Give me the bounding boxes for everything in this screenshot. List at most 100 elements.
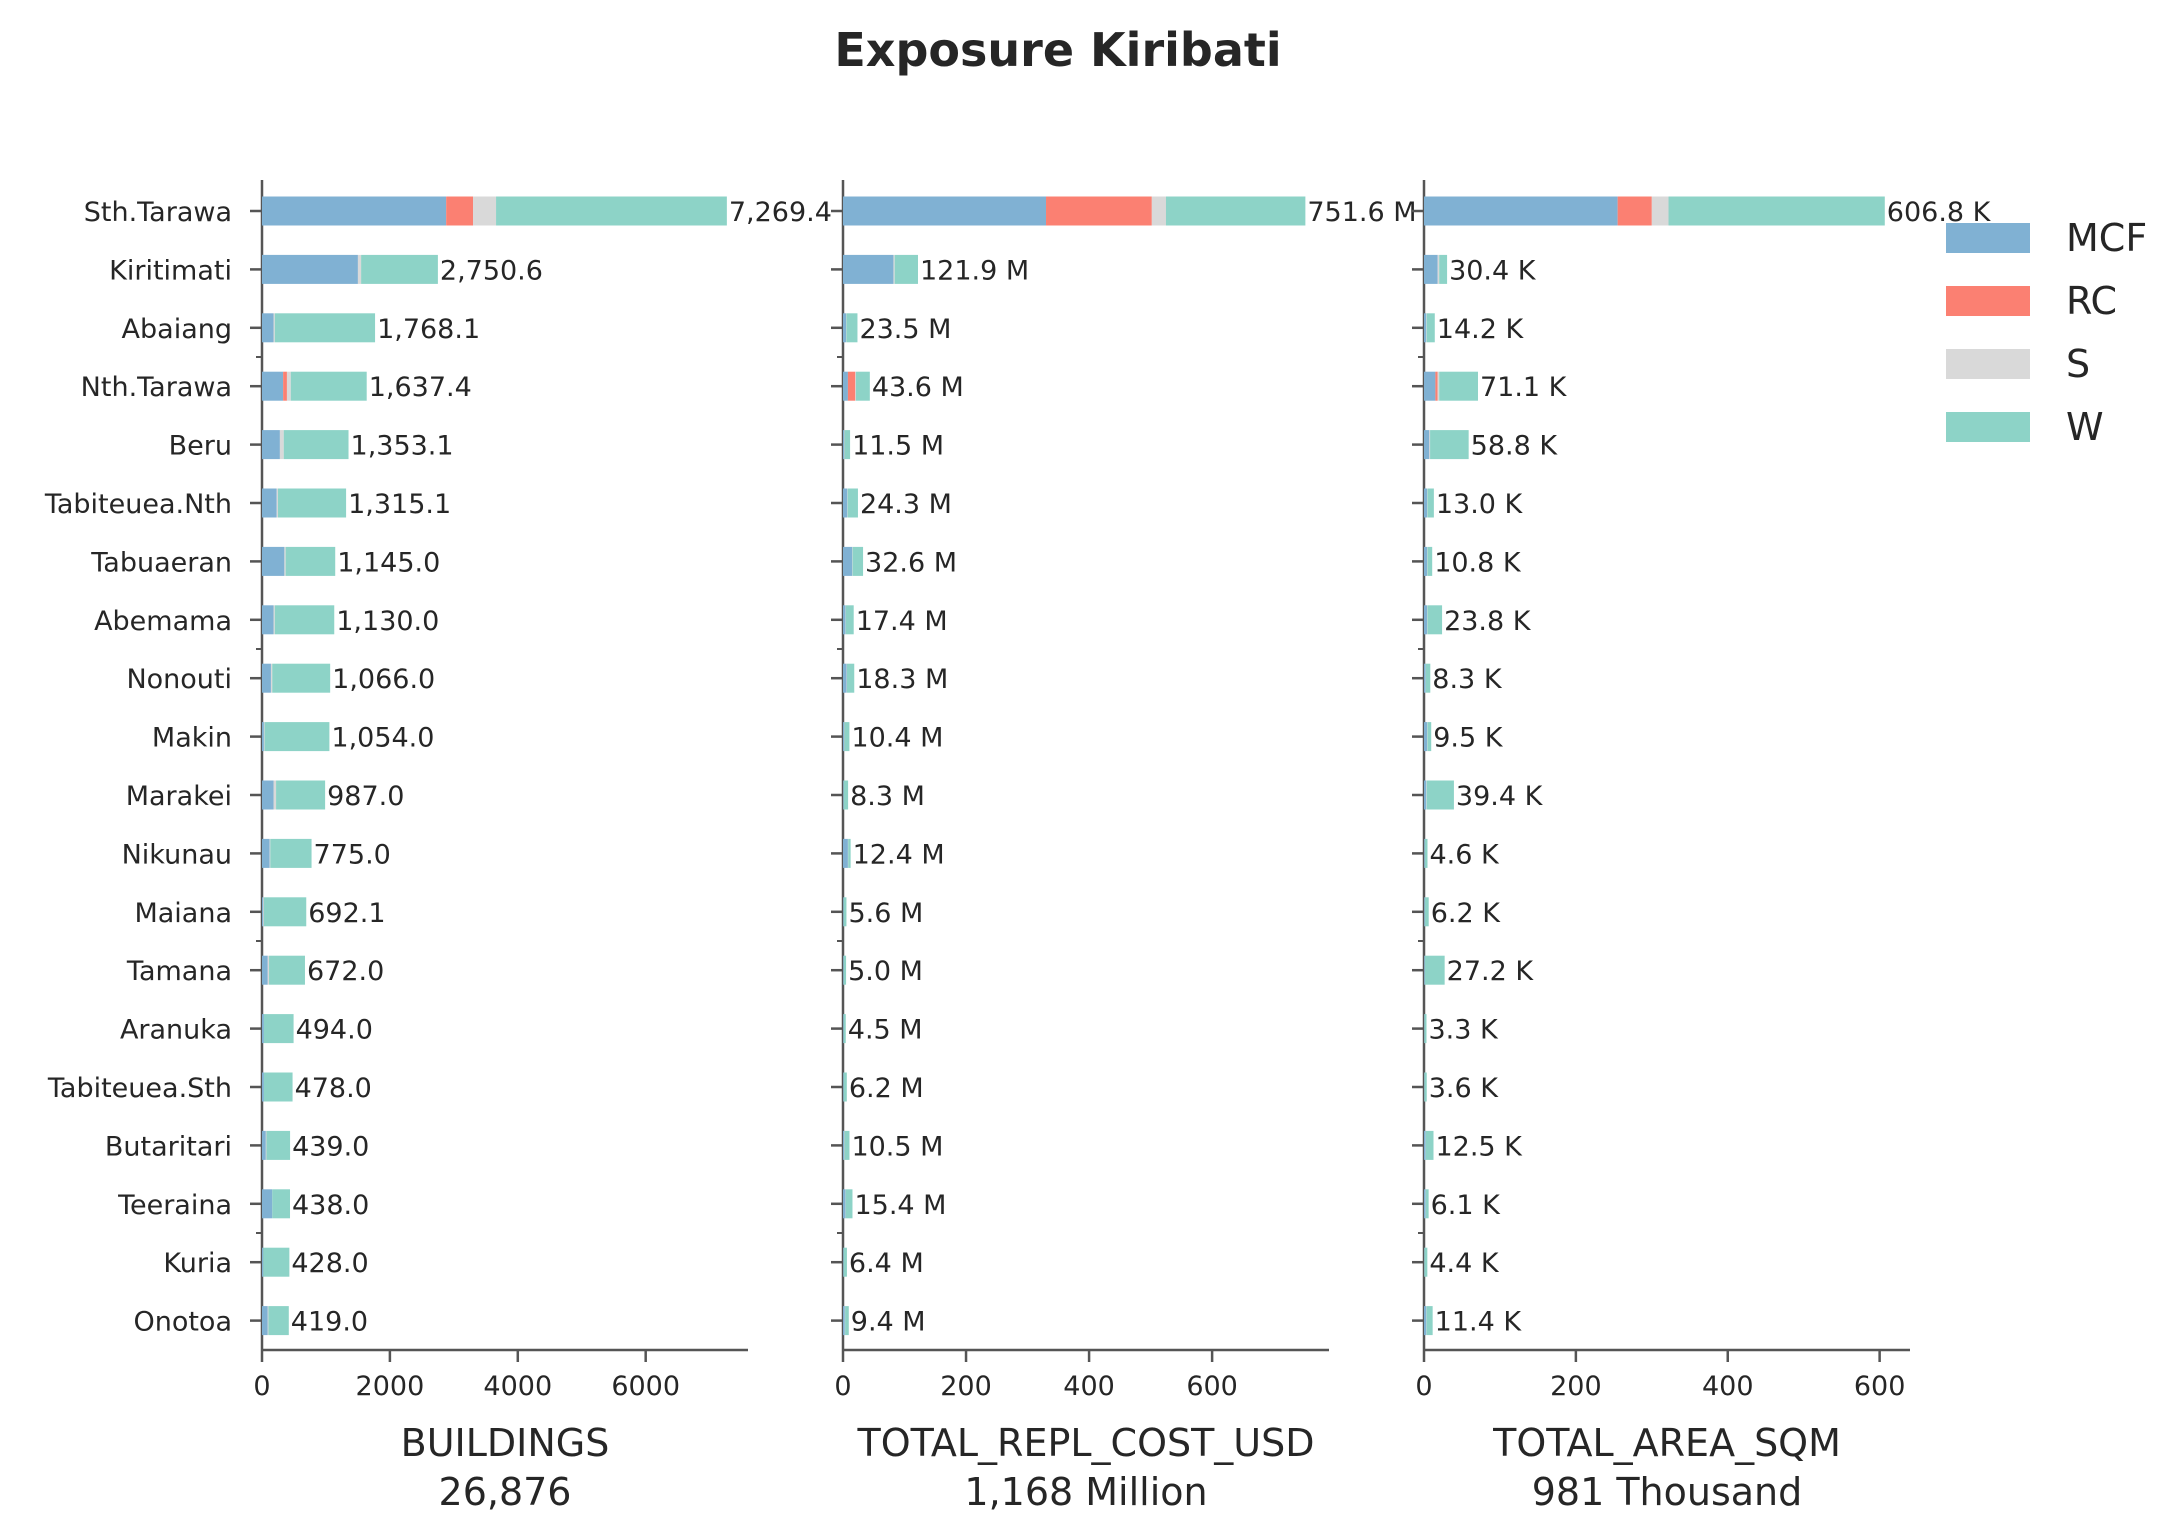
bar-rc-sth-tarawa: [446, 196, 474, 226]
chart-title: Exposure Kiribati: [834, 23, 1281, 77]
bar-mcf-teeraina: [1424, 1189, 1426, 1219]
legend-label-mcf: MCF: [2066, 216, 2147, 260]
bar-mcf-aranuka: [262, 1014, 264, 1044]
data-label-onotoa: 419.0: [291, 1307, 368, 1338]
bar-mcf-abaiang: [262, 313, 274, 343]
data-label-tabuaeran: 10.8 K: [1434, 547, 1522, 578]
bar-mcf-kiritimati: [1424, 254, 1438, 284]
data-label-butaritari: 439.0: [292, 1131, 369, 1162]
bar-mcf-sth-tarawa: [262, 196, 447, 226]
category-label-marakei: Marakei: [126, 781, 232, 812]
data-label-abemama: 1,130.0: [336, 606, 439, 637]
x-tick-label: 600: [1854, 1371, 1906, 1402]
data-label-beru: 1,353.1: [351, 431, 454, 462]
data-label-onotoa: 9.4 M: [851, 1307, 926, 1338]
bar-w-abemama: [274, 605, 335, 635]
bar-w-beru: [283, 430, 349, 460]
bar-mcf-teeraina: [843, 1189, 846, 1219]
bar-s-nth-tarawa: [855, 371, 856, 401]
category-label-beru: Beru: [169, 431, 232, 462]
data-label-sth-tarawa: 751.6 M: [1307, 197, 1416, 228]
bar-mcf-kiritimati: [262, 254, 358, 284]
category-label-teeraina: Teeraina: [117, 1190, 232, 1221]
bar-w-sth-tarawa: [1668, 196, 1885, 226]
bar-w-tabiteuea-sth: [843, 1072, 847, 1102]
bar-s-nonouti: [270, 663, 273, 693]
category-label-butaritari: Butaritari: [105, 1131, 232, 1162]
legend-swatch-w: [1946, 412, 2030, 442]
category-label-maiana: Maiana: [134, 898, 232, 929]
bar-w-tabuaeran: [285, 546, 336, 576]
x-tick-label: 200: [1550, 1371, 1602, 1402]
bar-mcf-butaritari: [843, 1130, 845, 1160]
bar-w-nonouti: [272, 663, 331, 693]
data-label-tabiteuea-sth: 3.6 K: [1429, 1073, 1500, 1104]
category-label-onotoa: Onotoa: [133, 1307, 232, 1338]
bar-rc-nth-tarawa: [847, 371, 856, 401]
bar-s-kiritimati: [357, 254, 362, 284]
data-label-abemama: 17.4 M: [856, 606, 948, 637]
category-label-kuria: Kuria: [163, 1248, 232, 1279]
x-axis-total: 26,876: [439, 1470, 572, 1514]
legend-swatch-s: [1946, 349, 2030, 379]
bar-s-sth-tarawa: [1151, 196, 1166, 226]
bar-s-maiana: [263, 897, 264, 927]
data-label-nikunau: 12.4 M: [853, 839, 945, 870]
category-label-tabiteuea-sth: Tabiteuea.Sth: [47, 1073, 232, 1104]
bar-s-butaritari: [265, 1130, 267, 1160]
data-label-beru: 11.5 M: [852, 431, 944, 462]
category-label-makin: Makin: [152, 723, 232, 754]
bar-s-tamana: [267, 955, 270, 985]
data-label-tamana: 5.0 M: [848, 956, 923, 987]
category-label-nth-tarawa: Nth.Tarawa: [81, 372, 232, 403]
x-axis-title: BUILDINGS: [401, 1421, 610, 1465]
x-tick-label: 4000: [483, 1371, 552, 1402]
data-label-tamana: 672.0: [307, 956, 384, 987]
data-label-maiana: 5.6 M: [848, 898, 923, 929]
bar-s-nth-tarawa: [1437, 371, 1440, 401]
data-label-kiritimati: 2,750.6: [440, 255, 543, 286]
bar-w-marakei: [1426, 780, 1454, 810]
bar-mcf-tabiteuea-sth: [843, 1072, 844, 1102]
category-label-aranuka: Aranuka: [120, 1015, 232, 1046]
bar-w-tabuaeran: [1427, 546, 1433, 576]
data-label-tabuaeran: 32.6 M: [865, 547, 957, 578]
bar-mcf-sth-tarawa: [1424, 196, 1618, 226]
bar-w-nth-tarawa: [290, 371, 367, 401]
x-tick-label: 600: [1186, 1371, 1238, 1402]
bar-w-nonouti: [1425, 663, 1431, 693]
bar-mcf-beru: [843, 430, 845, 460]
bar-w-nikunau: [848, 838, 851, 868]
data-label-makin: 1,054.0: [331, 723, 434, 754]
bar-rc-sth-tarawa: [1617, 196, 1652, 226]
chart-legend: MCF RC SW: [1946, 216, 2147, 449]
data-label-nikunau: 775.0: [314, 839, 391, 870]
bar-w-marakei: [276, 780, 326, 810]
bar-w-onotoa: [845, 1306, 849, 1336]
bar-w-marakei: [843, 780, 849, 810]
data-label-tabiteuea-nth: 1,315.1: [348, 489, 451, 520]
bar-rc-sth-tarawa: [1046, 196, 1152, 226]
data-label-tabiteuea-sth: 478.0: [295, 1073, 372, 1104]
data-label-nth-tarawa: 43.6 M: [872, 372, 964, 403]
legend-swatch-mcf: [1946, 223, 2030, 253]
bar-mcf-onotoa: [843, 1306, 845, 1336]
bar-mcf-kuria: [262, 1247, 264, 1277]
bar-w-butaritari: [1425, 1130, 1434, 1160]
bar-w-makin: [844, 722, 850, 752]
data-label-nth-tarawa: 1,637.4: [369, 372, 472, 403]
data-label-abaiang: 14.2 K: [1437, 314, 1525, 345]
bar-mcf-tabiteuea-nth: [843, 488, 848, 518]
bar-s-sth-tarawa: [1651, 196, 1669, 226]
bar-mcf-abaiang: [1424, 313, 1427, 343]
bar-mcf-beru: [262, 430, 280, 460]
bar-mcf-nth-tarawa: [262, 371, 284, 401]
bar-mcf-tabuaeran: [262, 546, 285, 576]
bar-mcf-makin: [262, 722, 264, 752]
data-label-butaritari: 10.5 M: [851, 1131, 943, 1162]
bar-w-maiana: [843, 897, 847, 927]
bar-w-onotoa: [1426, 1306, 1433, 1336]
bar-s-onotoa: [267, 1306, 269, 1336]
bar-mcf-onotoa: [262, 1306, 268, 1336]
category-label-nikunau: Nikunau: [122, 839, 232, 870]
